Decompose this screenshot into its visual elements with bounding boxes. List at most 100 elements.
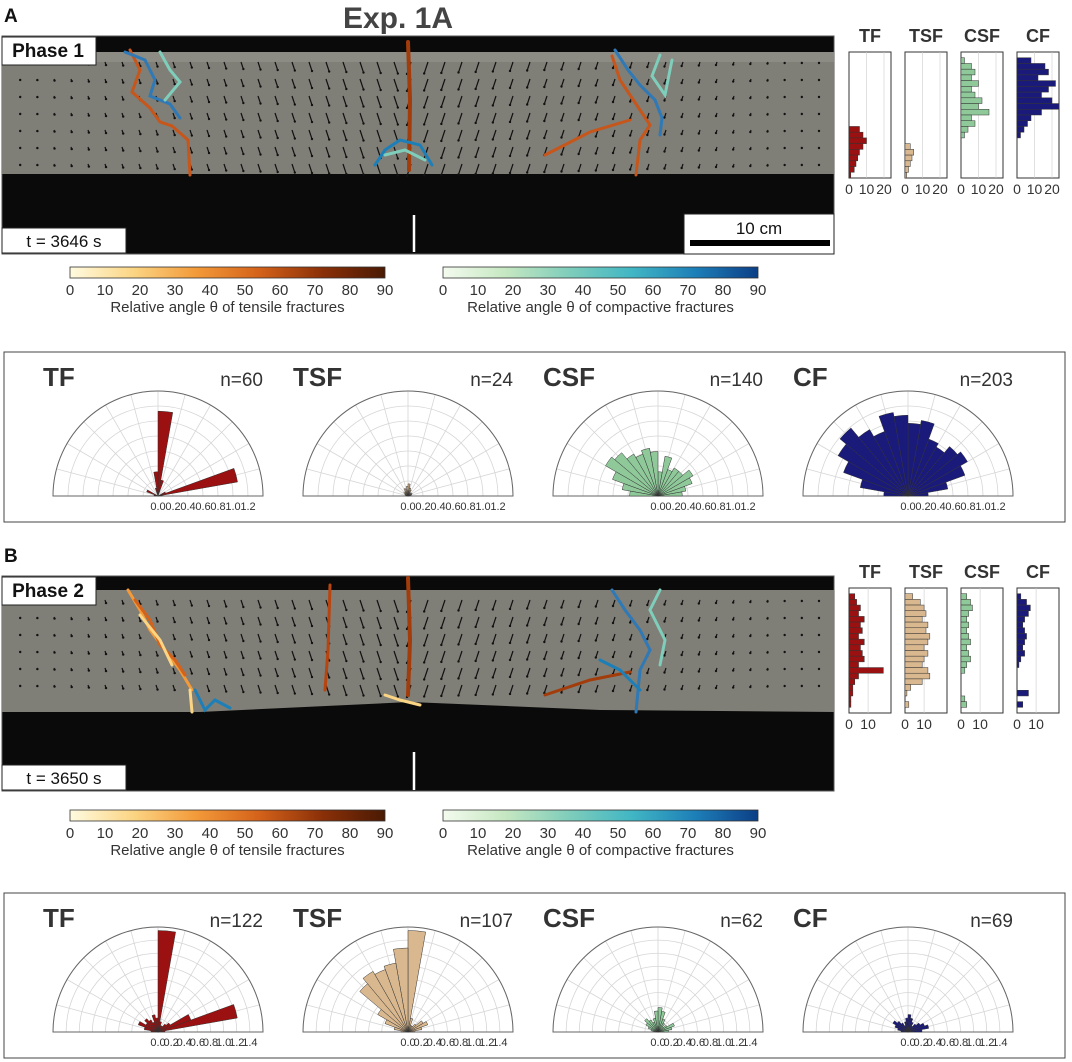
rose-axis-tick: 1.2 bbox=[979, 1037, 994, 1049]
histogram-bar bbox=[904, 154, 913, 162]
displacement-arrow-head bbox=[783, 95, 786, 99]
rose-axis-tick: 1.2 bbox=[229, 1037, 244, 1049]
displacement-arrow bbox=[240, 650, 244, 659]
histogram-bar bbox=[960, 63, 972, 70]
displacement-arrow bbox=[376, 650, 382, 663]
displacement-arrow-head bbox=[362, 156, 365, 159]
displacement-arrow bbox=[342, 112, 347, 124]
displacement-arrow-head bbox=[139, 619, 142, 623]
displacement-arrow-head bbox=[491, 659, 495, 662]
scale-bar-label-a: 10 cm bbox=[736, 219, 782, 238]
rose-frame bbox=[52, 926, 264, 1033]
rose-spoke bbox=[407, 1004, 510, 1033]
displacement-arrow bbox=[560, 163, 565, 172]
displacement-arrow-head bbox=[121, 149, 125, 152]
displacement-arrow-head bbox=[800, 61, 804, 65]
displacement-arrow bbox=[308, 633, 313, 644]
displacement-arrow-head bbox=[646, 603, 649, 607]
displacement-arrow-head bbox=[697, 149, 701, 152]
displacement-arrow-head bbox=[731, 63, 735, 66]
displacement-arrow-head bbox=[53, 130, 56, 133]
displacement-arrow-head bbox=[379, 122, 382, 126]
displacement-arrow-head bbox=[53, 668, 56, 671]
displacement-arrow-head bbox=[680, 115, 683, 119]
displacement-arrow-head bbox=[817, 61, 821, 65]
displacement-arrow-head bbox=[242, 135, 245, 139]
histogram-bar bbox=[848, 621, 861, 629]
displacement-arrow-head bbox=[577, 169, 580, 173]
displacement-arrow-head bbox=[440, 694, 443, 698]
displacement-arrow-head bbox=[731, 148, 735, 151]
colorbar-tick: 10 bbox=[97, 825, 114, 842]
displacement-arrow-head bbox=[491, 70, 495, 73]
displacement-arrow-head bbox=[422, 678, 426, 681]
displacement-arrow bbox=[543, 616, 548, 626]
displacement-arrow-head bbox=[663, 82, 666, 85]
displacement-arrow-head bbox=[310, 120, 314, 124]
displacement-arrow-head bbox=[766, 147, 769, 150]
rose-axis-tick: 0.0 bbox=[650, 1037, 665, 1049]
displacement-arrow-head bbox=[173, 637, 176, 641]
displacement-arrow-head bbox=[36, 146, 39, 150]
displacement-arrow-head bbox=[491, 104, 495, 107]
rose-bar bbox=[621, 483, 659, 497]
rose-frame bbox=[302, 390, 514, 497]
rose-frame bbox=[52, 390, 264, 497]
histogram-bar bbox=[960, 593, 967, 600]
displacement-arrow-head bbox=[749, 79, 752, 83]
displacement-arrow-head bbox=[663, 688, 666, 691]
displacement-arrow-head bbox=[628, 689, 632, 692]
displacement-arrow-head bbox=[491, 87, 495, 90]
displacement-arrow bbox=[560, 667, 565, 676]
displacement-arrow bbox=[257, 163, 262, 172]
displacement-arrow bbox=[526, 78, 531, 88]
displacement-arrow-head bbox=[70, 113, 73, 117]
displacement-arrow bbox=[257, 650, 262, 659]
displacement-arrow-head bbox=[800, 129, 804, 133]
displacement-arrow-head bbox=[70, 79, 73, 83]
displacement-arrow bbox=[526, 61, 531, 71]
rose-count: n=107 bbox=[460, 911, 513, 932]
displacement-arrow bbox=[543, 61, 548, 71]
time-label-box-a bbox=[1, 227, 127, 254]
displacement-arrow-head bbox=[611, 604, 615, 608]
phase-label-b: Phase 2 bbox=[12, 581, 84, 602]
rose-spoke bbox=[56, 1004, 159, 1033]
displacement-arrow-head bbox=[362, 677, 365, 680]
displacement-arrow-head bbox=[87, 165, 91, 168]
displacement-arrow-head bbox=[594, 673, 598, 676]
rose-spoke bbox=[566, 979, 659, 1033]
displacement-arrow-head bbox=[242, 169, 245, 173]
displacement-arrow-head bbox=[310, 103, 314, 107]
colorbar-tick: 80 bbox=[715, 282, 732, 299]
displacement-arrow-head bbox=[628, 151, 632, 154]
displacement-arrow-head bbox=[766, 651, 769, 654]
displacement-arrow-head bbox=[766, 685, 769, 688]
displacement-arrow bbox=[257, 667, 262, 676]
displacement-arrow bbox=[440, 667, 446, 680]
rose-axis-tick: 0.4 bbox=[177, 1037, 192, 1049]
displacement-arrow-head bbox=[121, 636, 125, 639]
displacement-arrow-head bbox=[611, 134, 615, 138]
histogram-bar bbox=[1016, 644, 1023, 651]
rose-spoke bbox=[105, 404, 159, 497]
displacement-arrow-head bbox=[293, 86, 297, 89]
displacement-arrow-head bbox=[53, 113, 56, 116]
displacement-arrow-head bbox=[714, 165, 718, 169]
displacement-arrow-head bbox=[259, 674, 262, 677]
rose-bar bbox=[150, 1030, 159, 1033]
displacement-arrow bbox=[359, 78, 365, 90]
displacement-arrow-head bbox=[422, 627, 426, 630]
displacement-arrow-head bbox=[731, 652, 735, 655]
displacement-arrow-head bbox=[104, 131, 108, 135]
displacement-arrow-head bbox=[224, 639, 228, 642]
displacement-arrow-head bbox=[646, 82, 649, 86]
displacement-arrow bbox=[308, 146, 313, 157]
displacement-arrow-head bbox=[646, 167, 649, 171]
rose-spoke bbox=[157, 404, 211, 497]
rose-spoke bbox=[407, 421, 483, 497]
displacement-arrow-head bbox=[87, 131, 91, 134]
histogram-bar bbox=[848, 655, 865, 663]
rose-frame bbox=[802, 926, 1014, 1033]
displacement-arrow-head bbox=[628, 604, 632, 607]
